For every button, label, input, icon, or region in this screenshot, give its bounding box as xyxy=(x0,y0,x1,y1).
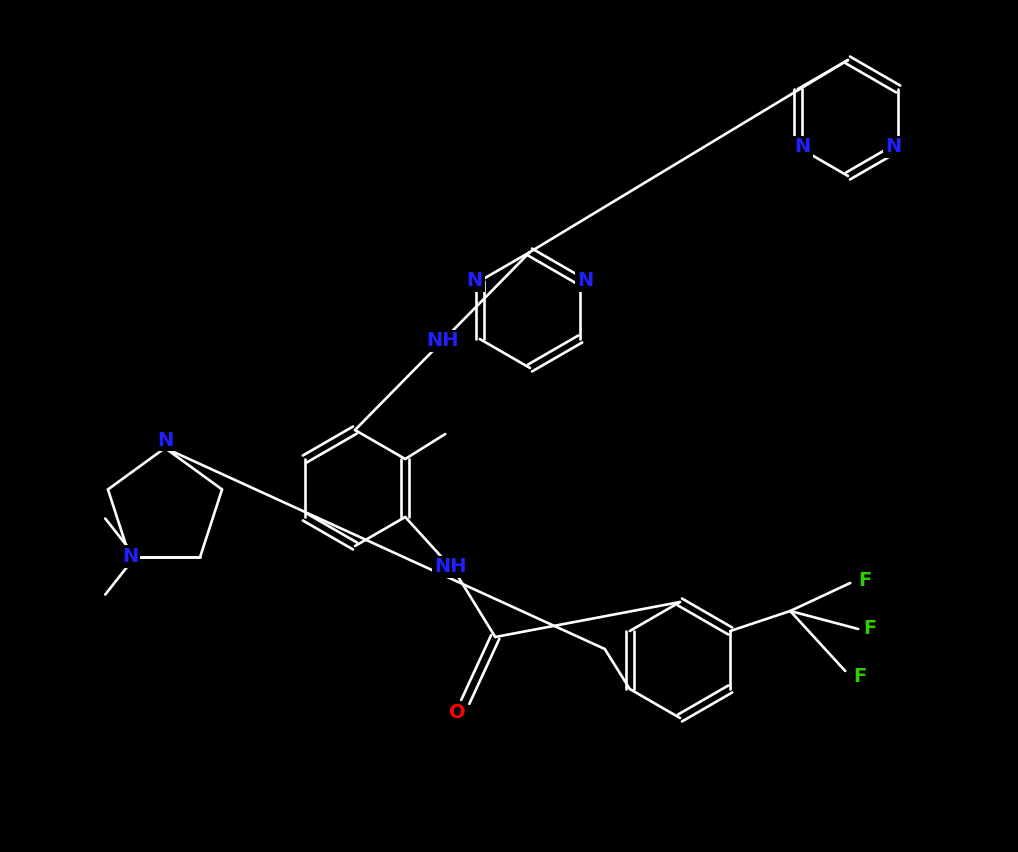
Text: NH: NH xyxy=(427,331,459,350)
Text: F: F xyxy=(863,619,876,638)
Text: N: N xyxy=(885,137,901,157)
Text: N: N xyxy=(577,272,593,291)
Text: F: F xyxy=(854,666,867,686)
Text: N: N xyxy=(122,547,138,566)
Text: N: N xyxy=(795,137,811,157)
Text: N: N xyxy=(795,137,811,157)
Text: O: O xyxy=(449,703,465,722)
Text: N: N xyxy=(885,137,901,157)
Text: N: N xyxy=(466,272,483,291)
Text: F: F xyxy=(858,572,871,590)
Text: N: N xyxy=(157,430,173,450)
Text: NH: NH xyxy=(434,557,466,577)
